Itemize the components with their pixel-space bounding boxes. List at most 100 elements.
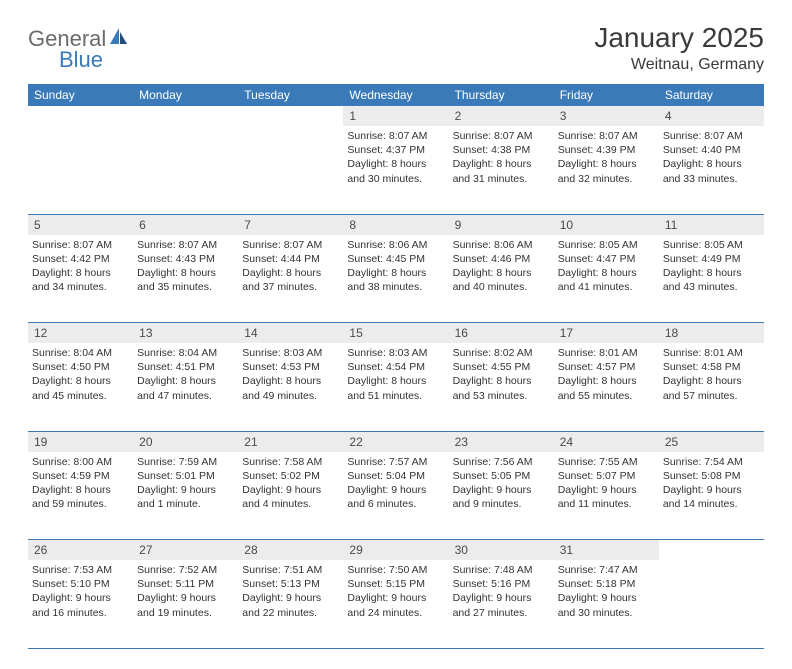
- daynum-row: 12131415161718: [28, 323, 764, 344]
- day-cell: Sunrise: 8:05 AMSunset: 4:49 PMDaylight:…: [659, 235, 764, 323]
- day-number: 21: [238, 431, 343, 452]
- day-cell: Sunrise: 8:06 AMSunset: 4:46 PMDaylight:…: [449, 235, 554, 323]
- day-details: Sunrise: 7:54 AMSunset: 5:08 PMDaylight:…: [659, 452, 764, 518]
- day-details: Sunrise: 7:55 AMSunset: 5:07 PMDaylight:…: [554, 452, 659, 518]
- day-number: [238, 106, 343, 126]
- day-cell: Sunrise: 7:51 AMSunset: 5:13 PMDaylight:…: [238, 560, 343, 648]
- calendar-table: SundayMondayTuesdayWednesdayThursdayFrid…: [28, 84, 764, 649]
- weekday-header: Saturday: [659, 84, 764, 106]
- day-number: 26: [28, 540, 133, 561]
- day-cell: Sunrise: 8:04 AMSunset: 4:50 PMDaylight:…: [28, 343, 133, 431]
- day-cell: Sunrise: 7:48 AMSunset: 5:16 PMDaylight:…: [449, 560, 554, 648]
- day-cell: Sunrise: 7:54 AMSunset: 5:08 PMDaylight:…: [659, 452, 764, 540]
- day-cell: Sunrise: 8:07 AMSunset: 4:43 PMDaylight:…: [133, 235, 238, 323]
- day-content-row: Sunrise: 7:53 AMSunset: 5:10 PMDaylight:…: [28, 560, 764, 648]
- day-details: Sunrise: 8:00 AMSunset: 4:59 PMDaylight:…: [28, 452, 133, 518]
- day-content-row: Sunrise: 8:04 AMSunset: 4:50 PMDaylight:…: [28, 343, 764, 431]
- day-cell: Sunrise: 7:58 AMSunset: 5:02 PMDaylight:…: [238, 452, 343, 540]
- header: General January 2025 Weitnau, Germany: [28, 22, 764, 74]
- day-cell: Sunrise: 7:53 AMSunset: 5:10 PMDaylight:…: [28, 560, 133, 648]
- day-number: 28: [238, 540, 343, 561]
- day-details: Sunrise: 7:48 AMSunset: 5:16 PMDaylight:…: [449, 560, 554, 626]
- day-details: Sunrise: 7:47 AMSunset: 5:18 PMDaylight:…: [554, 560, 659, 626]
- day-cell: Sunrise: 7:57 AMSunset: 5:04 PMDaylight:…: [343, 452, 448, 540]
- day-number: 9: [449, 214, 554, 235]
- weekday-header: Thursday: [449, 84, 554, 106]
- day-cell: Sunrise: 8:01 AMSunset: 4:57 PMDaylight:…: [554, 343, 659, 431]
- day-details: Sunrise: 7:51 AMSunset: 5:13 PMDaylight:…: [238, 560, 343, 626]
- day-details: Sunrise: 8:01 AMSunset: 4:58 PMDaylight:…: [659, 343, 764, 409]
- day-number: 24: [554, 431, 659, 452]
- day-details: Sunrise: 8:07 AMSunset: 4:43 PMDaylight:…: [133, 235, 238, 301]
- day-details: Sunrise: 7:56 AMSunset: 5:05 PMDaylight:…: [449, 452, 554, 518]
- day-number: 14: [238, 323, 343, 344]
- day-cell: Sunrise: 7:55 AMSunset: 5:07 PMDaylight:…: [554, 452, 659, 540]
- day-cell: Sunrise: 8:07 AMSunset: 4:44 PMDaylight:…: [238, 235, 343, 323]
- day-cell: Sunrise: 8:06 AMSunset: 4:45 PMDaylight:…: [343, 235, 448, 323]
- day-number: [133, 106, 238, 126]
- day-number: 12: [28, 323, 133, 344]
- day-details: Sunrise: 8:07 AMSunset: 4:42 PMDaylight:…: [28, 235, 133, 301]
- day-cell: Sunrise: 8:07 AMSunset: 4:40 PMDaylight:…: [659, 126, 764, 214]
- weekday-header: Wednesday: [343, 84, 448, 106]
- day-number: 31: [554, 540, 659, 561]
- day-details: Sunrise: 8:03 AMSunset: 4:54 PMDaylight:…: [343, 343, 448, 409]
- day-cell: Sunrise: 8:03 AMSunset: 4:53 PMDaylight:…: [238, 343, 343, 431]
- day-details: Sunrise: 8:03 AMSunset: 4:53 PMDaylight:…: [238, 343, 343, 409]
- day-number: 15: [343, 323, 448, 344]
- day-details: Sunrise: 7:57 AMSunset: 5:04 PMDaylight:…: [343, 452, 448, 518]
- day-cell: Sunrise: 8:01 AMSunset: 4:58 PMDaylight:…: [659, 343, 764, 431]
- day-cell: Sunrise: 8:07 AMSunset: 4:37 PMDaylight:…: [343, 126, 448, 214]
- day-cell: [133, 126, 238, 214]
- weekday-header-row: SundayMondayTuesdayWednesdayThursdayFrid…: [28, 84, 764, 106]
- daynum-row: 262728293031: [28, 540, 764, 561]
- day-number: 30: [449, 540, 554, 561]
- day-details: Sunrise: 8:06 AMSunset: 4:46 PMDaylight:…: [449, 235, 554, 301]
- day-number: 10: [554, 214, 659, 235]
- day-number: [659, 540, 764, 561]
- day-details: Sunrise: 8:05 AMSunset: 4:49 PMDaylight:…: [659, 235, 764, 301]
- day-content-row: Sunrise: 8:07 AMSunset: 4:37 PMDaylight:…: [28, 126, 764, 214]
- day-cell: [238, 126, 343, 214]
- day-number: 4: [659, 106, 764, 126]
- day-details: Sunrise: 8:07 AMSunset: 4:39 PMDaylight:…: [554, 126, 659, 192]
- daynum-row: 19202122232425: [28, 431, 764, 452]
- sail-icon: [108, 26, 130, 52]
- day-cell: Sunrise: 8:07 AMSunset: 4:42 PMDaylight:…: [28, 235, 133, 323]
- day-cell: Sunrise: 7:56 AMSunset: 5:05 PMDaylight:…: [449, 452, 554, 540]
- day-number: 11: [659, 214, 764, 235]
- day-details: Sunrise: 8:07 AMSunset: 4:40 PMDaylight:…: [659, 126, 764, 192]
- weekday-header: Friday: [554, 84, 659, 106]
- day-number: 19: [28, 431, 133, 452]
- day-details: Sunrise: 7:53 AMSunset: 5:10 PMDaylight:…: [28, 560, 133, 626]
- day-details: Sunrise: 8:01 AMSunset: 4:57 PMDaylight:…: [554, 343, 659, 409]
- weekday-header: Monday: [133, 84, 238, 106]
- day-cell: Sunrise: 8:00 AMSunset: 4:59 PMDaylight:…: [28, 452, 133, 540]
- day-cell: Sunrise: 8:05 AMSunset: 4:47 PMDaylight:…: [554, 235, 659, 323]
- day-cell: Sunrise: 7:52 AMSunset: 5:11 PMDaylight:…: [133, 560, 238, 648]
- day-details: Sunrise: 8:04 AMSunset: 4:50 PMDaylight:…: [28, 343, 133, 409]
- day-details: Sunrise: 8:04 AMSunset: 4:51 PMDaylight:…: [133, 343, 238, 409]
- month-title: January 2025: [594, 22, 764, 54]
- day-cell: Sunrise: 8:07 AMSunset: 4:39 PMDaylight:…: [554, 126, 659, 214]
- day-number: 13: [133, 323, 238, 344]
- day-number: 16: [449, 323, 554, 344]
- day-details: Sunrise: 8:05 AMSunset: 4:47 PMDaylight:…: [554, 235, 659, 301]
- day-details: Sunrise: 7:58 AMSunset: 5:02 PMDaylight:…: [238, 452, 343, 518]
- day-number: 6: [133, 214, 238, 235]
- day-details: Sunrise: 8:06 AMSunset: 4:45 PMDaylight:…: [343, 235, 448, 301]
- daynum-row: 567891011: [28, 214, 764, 235]
- day-number: 23: [449, 431, 554, 452]
- day-number: 8: [343, 214, 448, 235]
- day-cell: Sunrise: 8:04 AMSunset: 4:51 PMDaylight:…: [133, 343, 238, 431]
- day-number: 7: [238, 214, 343, 235]
- day-details: Sunrise: 8:07 AMSunset: 4:37 PMDaylight:…: [343, 126, 448, 192]
- day-number: 5: [28, 214, 133, 235]
- day-number: 18: [659, 323, 764, 344]
- day-cell: Sunrise: 7:50 AMSunset: 5:15 PMDaylight:…: [343, 560, 448, 648]
- day-cell: [28, 126, 133, 214]
- logo-text-blue: Blue: [59, 47, 103, 73]
- day-cell: Sunrise: 8:02 AMSunset: 4:55 PMDaylight:…: [449, 343, 554, 431]
- day-content-row: Sunrise: 8:07 AMSunset: 4:42 PMDaylight:…: [28, 235, 764, 323]
- day-number: 22: [343, 431, 448, 452]
